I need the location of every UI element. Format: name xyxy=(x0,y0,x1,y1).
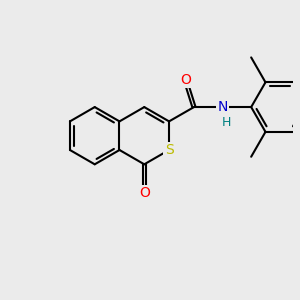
Text: H: H xyxy=(221,116,231,129)
Text: N: N xyxy=(218,100,228,114)
Text: O: O xyxy=(139,186,150,200)
Text: S: S xyxy=(165,143,173,157)
Text: O: O xyxy=(180,73,191,87)
